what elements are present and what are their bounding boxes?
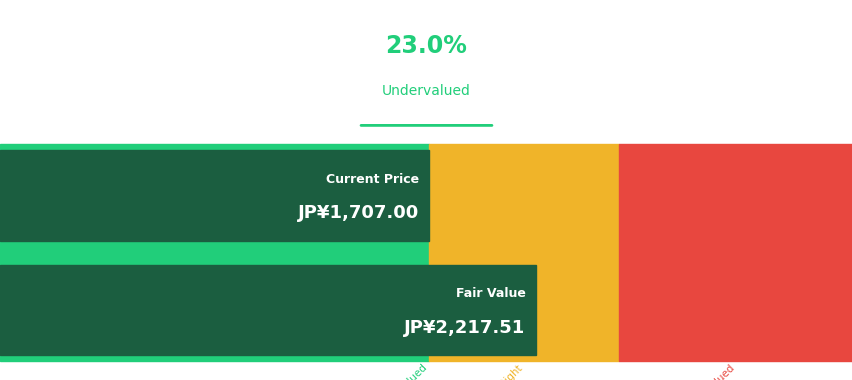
Text: JP¥2,217.51: JP¥2,217.51 (404, 319, 525, 337)
Bar (0, 144, 429, 361)
Bar (0, 265, 535, 355)
Bar (0, 150, 429, 241)
Text: About Right: About Right (473, 363, 523, 380)
Text: 23.0%: 23.0% (385, 33, 467, 58)
Bar (429, 144, 619, 361)
Text: Fair Value: Fair Value (455, 287, 525, 300)
Text: Undervalued: Undervalued (382, 84, 470, 98)
Text: 20% Overvalued: 20% Overvalued (667, 363, 735, 380)
Text: 20% Undervalued: 20% Undervalued (356, 363, 429, 380)
Text: Current Price: Current Price (325, 173, 418, 185)
Bar (619, 144, 852, 361)
Text: JP¥1,707.00: JP¥1,707.00 (297, 204, 418, 222)
